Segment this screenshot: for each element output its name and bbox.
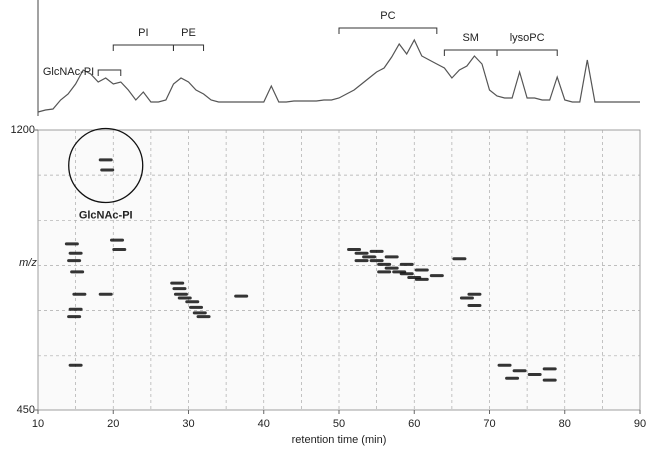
ion-spot <box>68 363 83 367</box>
ion-spot <box>429 274 444 278</box>
ion-spot <box>377 262 392 266</box>
y-tick-label: 1200 <box>11 124 35 136</box>
x-tick-label: 10 <box>32 418 44 430</box>
ion-spot <box>185 300 200 304</box>
ion-spot <box>542 367 557 371</box>
ion-spot <box>177 296 192 300</box>
ion-spot <box>192 311 207 315</box>
x-tick-label: 50 <box>333 418 345 430</box>
bracket <box>496 49 558 56</box>
ion-spot <box>399 262 414 266</box>
ion-spot <box>170 281 185 285</box>
ion-spot <box>542 378 557 382</box>
bracket <box>172 44 205 51</box>
highlight-circle <box>68 127 144 204</box>
ion-spot <box>399 272 414 276</box>
ion-spot <box>172 287 187 291</box>
x-tick-label: 80 <box>559 418 571 430</box>
ion-spot <box>64 242 79 246</box>
ion-spot <box>414 277 429 281</box>
bracket-label: PC <box>380 10 395 22</box>
bracket-label: SM <box>462 32 479 44</box>
ion-spot <box>369 259 384 263</box>
ion-spot <box>98 292 113 296</box>
ion-spot <box>384 255 399 259</box>
x-tick-label: 20 <box>107 418 119 430</box>
ion-spot <box>497 363 512 367</box>
chromatogram: GlcNAc-PI PI PE PC SM lysoPC <box>37 0 640 116</box>
bracket <box>97 69 122 76</box>
chromatogram-line <box>37 38 640 113</box>
ion-spot <box>112 247 127 251</box>
ion-spot <box>98 158 113 162</box>
x-tick-label: 60 <box>408 418 420 430</box>
bracket-label: PE <box>181 27 196 39</box>
y-axis-label: m/z <box>19 257 37 269</box>
lcms-map: 10 20 30 40 50 60 70 80 90 450 1200 retention time … <box>11 124 647 446</box>
x-tick-label: 30 <box>182 418 194 430</box>
x-axis-label: retention time (min) <box>292 434 387 446</box>
y-tick-label: 450 <box>17 404 35 416</box>
ion-spot <box>384 266 399 270</box>
highlight-label: GlcNAc-PI <box>79 209 133 221</box>
ion-spot <box>67 315 82 319</box>
ion-spot <box>68 251 83 255</box>
ion-spot <box>459 296 474 300</box>
ion-spot <box>414 268 429 272</box>
ion-spot <box>234 294 249 298</box>
ion-spot <box>189 305 204 309</box>
ion-spot <box>70 270 85 274</box>
bracket-label: GlcNAc-PI <box>43 66 94 78</box>
ion-spot <box>467 292 482 296</box>
ion-spot <box>68 307 83 311</box>
ion-spot <box>369 249 384 253</box>
bracket <box>112 44 174 51</box>
ion-spot <box>110 238 125 242</box>
ion-spot <box>72 292 87 296</box>
ion-spot <box>196 315 211 319</box>
ion-spot <box>67 259 82 263</box>
ion-spot <box>100 168 115 172</box>
x-tick-label: 70 <box>483 418 495 430</box>
ion-spot <box>467 303 482 307</box>
ion-spot <box>173 292 188 296</box>
bracket-label: lysoPC <box>510 32 545 44</box>
ion-spot <box>354 251 369 255</box>
ion-spot <box>347 247 362 251</box>
ion-spot <box>377 270 392 274</box>
bracket-label: PI <box>138 27 148 39</box>
ion-spot <box>362 255 377 259</box>
ion-spot <box>452 257 467 261</box>
x-tick-label: 90 <box>634 418 646 430</box>
x-tick-label: 40 <box>258 418 270 430</box>
ion-spot <box>505 376 520 380</box>
ion-spot <box>354 259 369 263</box>
ion-spot <box>512 369 527 373</box>
ion-spot <box>527 373 542 377</box>
bracket <box>338 27 438 34</box>
bracket <box>443 49 498 56</box>
